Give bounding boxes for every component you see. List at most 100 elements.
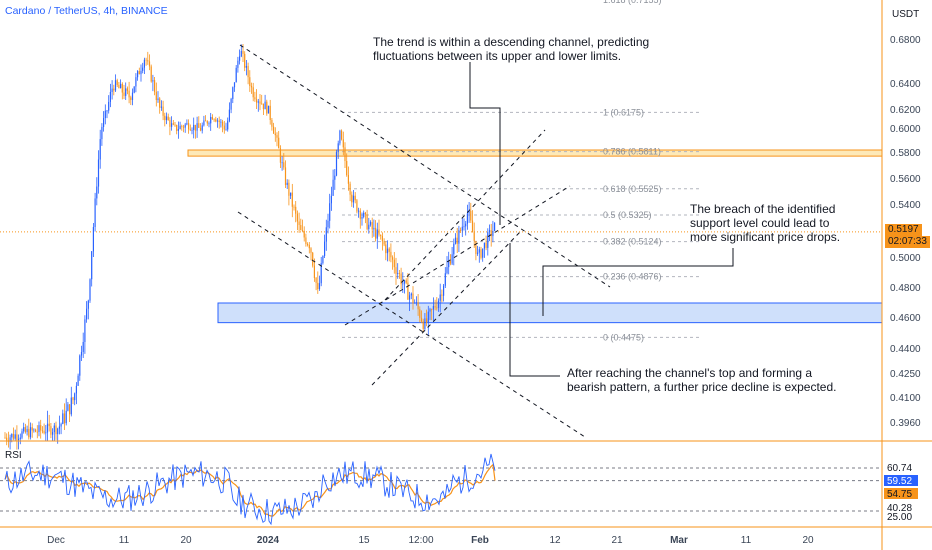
x-tick-label-8: 21 — [611, 535, 623, 546]
candle-body-98 — [171, 123, 173, 127]
candle-body-78 — [137, 71, 139, 78]
x-tick-label-5: 12:00 — [408, 535, 433, 546]
candle-body-159 — [274, 133, 276, 136]
candle-body-124 — [215, 119, 217, 122]
countdown-tag: 02:07:33 — [885, 236, 930, 248]
resistance-zone — [187, 149, 883, 157]
candle-body-262 — [449, 260, 451, 264]
y-tick-label-9: 0.4600 — [890, 313, 921, 324]
candle-body-101 — [176, 124, 178, 131]
candle-body-238 — [409, 295, 411, 300]
candle-body-252 — [432, 306, 434, 310]
candle-body-205 — [352, 195, 355, 203]
candle-body-280 — [480, 249, 482, 258]
rsi-tag-2: 54.75 — [887, 489, 912, 500]
candle-body-109 — [189, 129, 191, 131]
candle-body-156 — [269, 105, 271, 120]
candle-body-63 — [111, 88, 113, 93]
candle-body-142 — [245, 66, 247, 68]
candle-body-167 — [288, 182, 290, 196]
rsi-ma-line — [4, 463, 496, 517]
candle-body-25 — [46, 423, 49, 433]
x-tick-label-0: Dec — [47, 535, 65, 546]
candle-body-76 — [133, 86, 135, 93]
candle-body-118 — [205, 120, 207, 122]
axis-currency[interactable]: USDT — [892, 9, 920, 20]
x-tick-label-11: 20 — [802, 535, 814, 546]
rsi-tag-bg-3 — [884, 502, 918, 513]
channel-upper-line — [239, 44, 611, 288]
candle-body-94 — [164, 115, 166, 121]
y-tick-label-2: 0.6200 — [890, 105, 921, 116]
y-tick-label-12: 0.4100 — [890, 393, 921, 404]
x-tick-label-4: 15 — [358, 535, 370, 546]
note-decline[interactable]: After reaching the channel's top and for… — [567, 366, 837, 394]
candle-body-43 — [77, 375, 79, 386]
candle-body-125 — [216, 120, 219, 122]
rsi-tag-bg-4 — [884, 511, 918, 522]
candle-body-200 — [344, 147, 346, 161]
candle-body-286 — [490, 230, 492, 237]
candle-body-6 — [14, 434, 16, 439]
candle-body-57 — [101, 126, 103, 140]
candle-body-172 — [296, 213, 298, 222]
candle-body-164 — [283, 162, 285, 168]
candle-body-243 — [417, 302, 419, 310]
candle-body-265 — [454, 237, 457, 244]
candle-body-228 — [392, 257, 394, 260]
candle-body-136 — [235, 67, 237, 83]
candle-body-230 — [395, 267, 397, 274]
symbol-label[interactable]: Cardano / TetherUS, 4h, BINANCE — [5, 5, 168, 17]
candle-body-232 — [398, 273, 400, 274]
y-tick-label-4: 0.5800 — [890, 148, 921, 159]
candle-body-19 — [36, 431, 38, 433]
candle-body-32 — [58, 426, 60, 429]
candle-body-105 — [182, 126, 185, 128]
candle-body-270 — [463, 226, 465, 228]
candle-body-169 — [291, 192, 293, 207]
candle-body-80 — [140, 70, 142, 75]
candle-body-274 — [470, 210, 472, 221]
candle-body-50 — [89, 279, 91, 301]
rsi-tag-0: 60.74 — [887, 463, 912, 474]
candle-body-182 — [313, 265, 315, 278]
candle-body-212 — [364, 212, 366, 215]
candle-body-175 — [301, 230, 304, 232]
candle-body-138 — [239, 56, 241, 61]
rsi-label[interactable]: RSI — [5, 450, 22, 461]
candle-body-137 — [237, 60, 239, 68]
candle-body-150 — [259, 101, 261, 104]
candle-body-53 — [94, 198, 96, 228]
candle-body-185 — [318, 283, 321, 290]
candle-body-42 — [75, 385, 77, 394]
candle-body-90 — [157, 98, 159, 100]
candle-body-0 — [4, 437, 6, 439]
candle-body-179 — [308, 244, 310, 249]
candle-body-36 — [65, 410, 67, 424]
note-support[interactable]: The breach of the identified support lev… — [690, 202, 841, 244]
candle-body-247 — [424, 318, 426, 329]
callout-line-decline — [509, 243, 560, 377]
candle-body-67 — [118, 84, 120, 89]
note-channel[interactable]: The trend is within a descending channel… — [373, 35, 650, 63]
candle-body-11 — [23, 427, 25, 432]
callout-line-support — [542, 248, 734, 316]
candle-body-24 — [45, 432, 47, 434]
candle-body-235 — [403, 280, 406, 284]
candle-body-166 — [286, 182, 288, 185]
candle-body-258 — [443, 285, 445, 296]
candle-body-184 — [317, 282, 319, 290]
candle-body-37 — [67, 404, 69, 411]
candle-body-248 — [426, 318, 428, 323]
candle-body-131 — [227, 120, 229, 130]
candle-body-250 — [429, 309, 431, 312]
candle-body-196 — [337, 143, 339, 153]
candle-body-104 — [181, 125, 183, 127]
candle-body-267 — [458, 229, 460, 244]
candle-body-204 — [351, 194, 353, 203]
x-tick-label-2: 20 — [180, 535, 192, 546]
candle-body-254 — [436, 307, 438, 309]
fib-label-4: 0.382 (0.5124) — [603, 237, 662, 247]
candle-body-221 — [380, 234, 382, 236]
